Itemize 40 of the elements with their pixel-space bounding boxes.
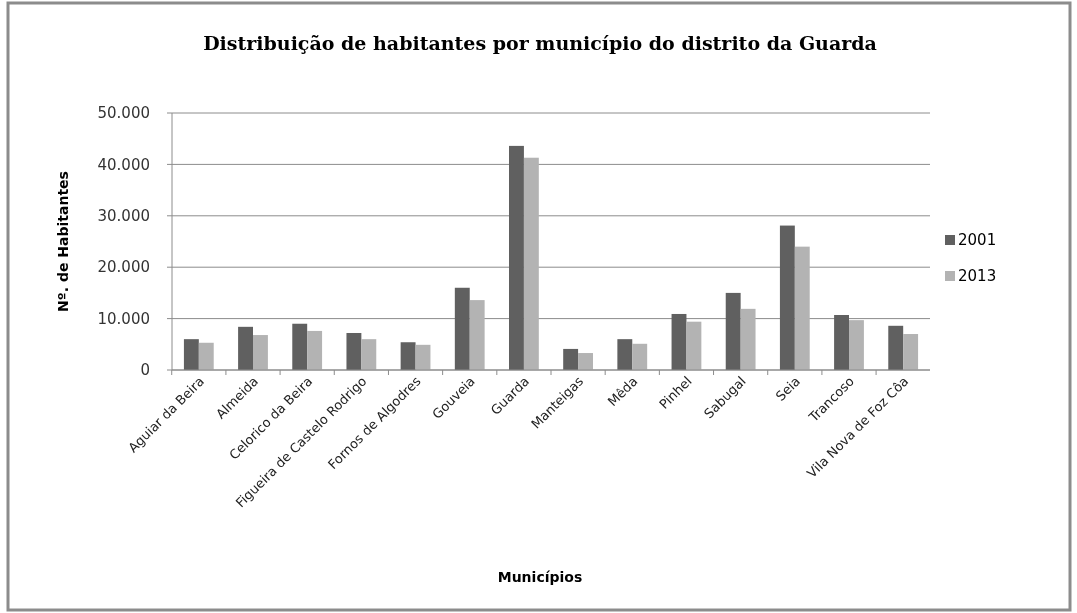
bar bbox=[563, 348, 579, 370]
y-tick-label: 50.000 bbox=[97, 104, 150, 123]
bar bbox=[238, 326, 253, 370]
x-tick-label: Seia bbox=[772, 373, 803, 404]
y-tick-label: 0 bbox=[140, 361, 150, 380]
bar bbox=[415, 344, 431, 370]
y-tick-label: 10.000 bbox=[97, 309, 150, 328]
x-axis-title: Municípios bbox=[497, 569, 583, 585]
bar bbox=[454, 287, 470, 370]
bar bbox=[632, 343, 648, 370]
bar bbox=[779, 225, 795, 370]
bar bbox=[617, 339, 633, 370]
legend-label: 2013 bbox=[958, 267, 997, 286]
bar bbox=[346, 332, 362, 370]
bar bbox=[888, 325, 904, 370]
bar bbox=[578, 353, 593, 370]
bar bbox=[292, 323, 308, 370]
bar bbox=[361, 339, 377, 370]
bar bbox=[509, 145, 524, 370]
legend-label: 2001 bbox=[958, 231, 997, 250]
y-axis-title: Nº. de Habitantes bbox=[55, 171, 71, 312]
chart-title: Distribuição de habitantes por município do distrito da Guarda bbox=[203, 32, 877, 54]
bar bbox=[400, 342, 416, 370]
bar bbox=[183, 339, 199, 370]
bar bbox=[469, 300, 485, 370]
bar bbox=[686, 321, 702, 370]
bar bbox=[725, 292, 741, 370]
bar bbox=[903, 334, 919, 370]
bar bbox=[740, 308, 756, 370]
bar bbox=[794, 246, 810, 370]
bar bbox=[253, 335, 268, 370]
bar bbox=[849, 320, 864, 370]
y-tick-label: 20.000 bbox=[97, 258, 150, 277]
bar bbox=[307, 330, 323, 370]
bar bbox=[834, 315, 849, 370]
bar bbox=[671, 313, 687, 370]
y-tick-label: 40.000 bbox=[97, 155, 150, 174]
bar bbox=[198, 342, 214, 370]
y-tick-label: 30.000 bbox=[97, 207, 150, 226]
bar bbox=[523, 157, 539, 370]
